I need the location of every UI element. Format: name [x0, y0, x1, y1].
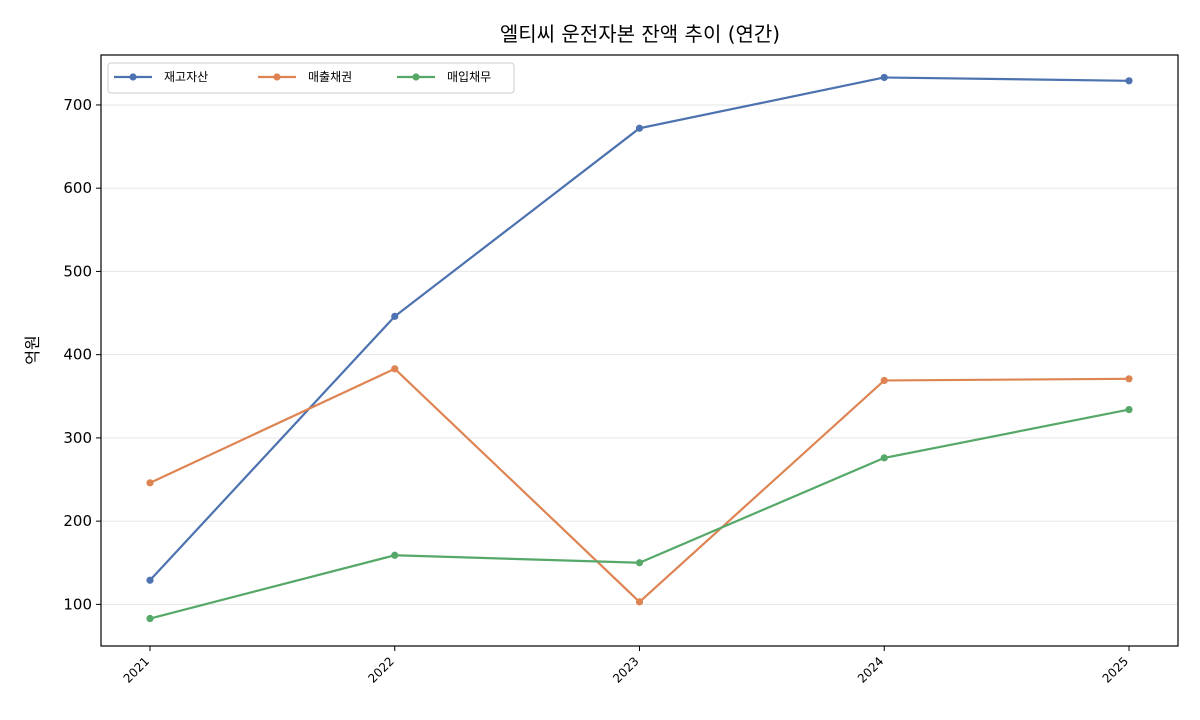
x-tick-label: 2022	[365, 654, 396, 685]
legend-item: 매입채무	[397, 70, 491, 84]
y-tick-label: 300	[63, 429, 92, 447]
series-line	[149, 367, 1130, 603]
y-axis-label: 억원	[23, 335, 42, 364]
legend-swatch-marker	[273, 73, 281, 81]
x-tick-label: 2025	[1100, 654, 1131, 685]
legend-swatch-marker	[412, 73, 420, 81]
data-point	[391, 551, 399, 559]
y-tick-label: 200	[63, 512, 92, 530]
data-point	[635, 598, 644, 606]
series-line	[149, 408, 1130, 620]
series-1	[146, 73, 1133, 584]
legend-label: 재고자산	[164, 70, 208, 84]
series-3	[146, 406, 1133, 623]
y-tick-label: 600	[63, 179, 92, 197]
y-tick-label: 100	[63, 595, 92, 613]
data-point	[880, 376, 888, 385]
plot-area-frame	[100, 54, 1179, 647]
data-point	[1125, 77, 1133, 85]
y-tick-label: 500	[63, 262, 92, 280]
series-2	[146, 365, 1133, 606]
legend-box	[107, 62, 515, 94]
x-axis-ticks: 2021 2022 2023 2024 2025	[121, 646, 1131, 686]
data-point	[146, 479, 154, 487]
data-point	[635, 124, 644, 132]
legend-item: 재고자산	[114, 70, 208, 84]
y-tick-label: 400	[63, 346, 92, 364]
legend: 재고자산 매출채권 매입채무	[107, 62, 515, 94]
x-tick-label: 2023	[610, 654, 641, 685]
series-group	[146, 73, 1133, 623]
x-tick-label: 2021	[121, 654, 152, 685]
data-point	[391, 312, 399, 320]
data-point	[635, 559, 644, 567]
y-axis-ticks: 100 200 300 400 500 600 700	[63, 96, 101, 613]
data-point	[1125, 406, 1133, 414]
data-point	[146, 614, 154, 623]
legend-label: 매출채권	[308, 70, 352, 84]
x-tick-label: 2024	[855, 654, 886, 685]
grid-lines	[101, 104, 1178, 605]
legend-swatch-marker	[129, 73, 137, 81]
chart-title: 엘티씨 운전자본 잔액 추이 (연간)	[500, 22, 780, 46]
data-point	[880, 73, 888, 82]
legend-item: 매출채권	[258, 70, 352, 84]
legend-label: 매입채무	[447, 70, 491, 84]
data-point	[391, 365, 399, 373]
y-tick-label: 700	[63, 96, 92, 114]
data-point	[146, 576, 154, 584]
data-point	[880, 454, 888, 462]
series-line	[149, 76, 1130, 581]
data-point	[1125, 375, 1133, 383]
